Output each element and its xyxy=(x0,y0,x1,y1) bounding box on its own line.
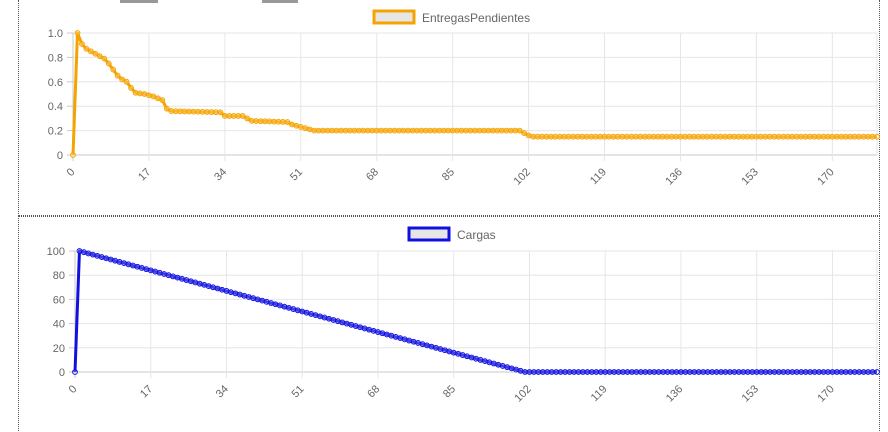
x-tick-label: 0 xyxy=(65,166,78,179)
x-tick-label: 119 xyxy=(588,166,609,187)
x-tick-label: 136 xyxy=(663,166,684,187)
data-point xyxy=(128,85,134,91)
y-tick-label: 0.4 xyxy=(48,101,63,113)
data-point xyxy=(163,105,170,112)
x-tick-label: 34 xyxy=(214,383,231,400)
x-tick-label: 102 xyxy=(512,383,533,404)
data-point xyxy=(244,115,251,122)
legend-label[interactable]: Cargas xyxy=(457,228,496,242)
data-point xyxy=(239,113,246,119)
chart-panel-entregas: 0 0.2 0.4 0.6 0.8 1.0 0 17 34 51 68 85 102 119 136 153 1… xyxy=(18,0,880,216)
data-point xyxy=(101,55,108,62)
cargas-chart: 0 20 40 60 80 100 0 17 34 51 68 85 102 119 136 153 170 Ca… xyxy=(47,226,880,405)
x-tick-label: 102 xyxy=(512,166,533,187)
data-point xyxy=(92,50,99,57)
x-tick-label: 153 xyxy=(739,166,760,187)
y-tick-label: 0.8 xyxy=(48,52,63,64)
data-point xyxy=(284,119,291,125)
series-line xyxy=(73,249,877,374)
x-tick-label: 153 xyxy=(740,383,761,404)
data-point xyxy=(114,72,121,79)
data-point xyxy=(119,76,126,83)
x-tick-label: 17 xyxy=(138,383,155,400)
data-point xyxy=(105,60,112,67)
data-point xyxy=(217,109,224,116)
data-point xyxy=(79,41,85,47)
chart-panel-cargas: 0 20 40 60 80 100 0 17 34 51 68 85 102 119 136 153 170 Ca… xyxy=(18,216,880,431)
x-tick-label: 17 xyxy=(136,166,153,183)
data-point xyxy=(70,152,76,158)
y-tick-label: 80 xyxy=(53,270,65,282)
y-tick-label: 100 xyxy=(47,246,65,258)
y-tick-label: 60 xyxy=(53,294,65,306)
x-tick-label: 85 xyxy=(440,166,457,183)
data-point xyxy=(72,369,78,375)
x-tick-label: 119 xyxy=(589,383,610,404)
x-tick-label: 170 xyxy=(815,383,836,404)
x-tick-label: 0 xyxy=(67,383,80,396)
data-point xyxy=(74,30,81,36)
data-point xyxy=(874,369,880,375)
data-point xyxy=(159,97,166,103)
x-tick-label: 136 xyxy=(664,383,685,404)
legend-swatch[interactable] xyxy=(407,226,451,242)
data-point xyxy=(83,45,90,52)
x-tick-label: 51 xyxy=(288,166,305,183)
toolbar-remnant-left xyxy=(120,0,158,3)
x-tick-label: 51 xyxy=(290,383,307,400)
y-tick-label: 0 xyxy=(59,367,65,379)
toolbar-remnant-right xyxy=(262,0,298,3)
y-tick-label: 20 xyxy=(53,343,65,355)
data-point xyxy=(110,66,117,73)
y-tick-label: 0.2 xyxy=(48,126,63,138)
data-point xyxy=(516,127,523,134)
x-tick-label: 85 xyxy=(441,383,458,400)
entregas-pendientes-chart: 0 0.2 0.4 0.6 0.8 1.0 0 17 34 51 68 85 102 119 136 153 1… xyxy=(48,9,880,188)
data-point xyxy=(123,78,130,85)
y-tick-label: 1.0 xyxy=(48,28,63,40)
y-tick-label: 0.6 xyxy=(48,77,63,89)
data-point xyxy=(521,130,528,136)
data-point xyxy=(87,48,94,55)
x-tick-label: 34 xyxy=(212,166,229,183)
legend-label[interactable]: EntregasPendientes xyxy=(422,11,530,25)
x-tick-label: 68 xyxy=(365,383,382,400)
x-tick-label: 68 xyxy=(364,166,381,183)
data-point xyxy=(874,133,880,140)
y-tick-label: 0 xyxy=(57,150,63,162)
data-point xyxy=(96,53,103,60)
y-tick-label: 40 xyxy=(53,319,65,331)
series-line xyxy=(71,31,877,156)
legend-swatch[interactable] xyxy=(372,9,416,25)
x-tick-label: 170 xyxy=(815,166,836,187)
